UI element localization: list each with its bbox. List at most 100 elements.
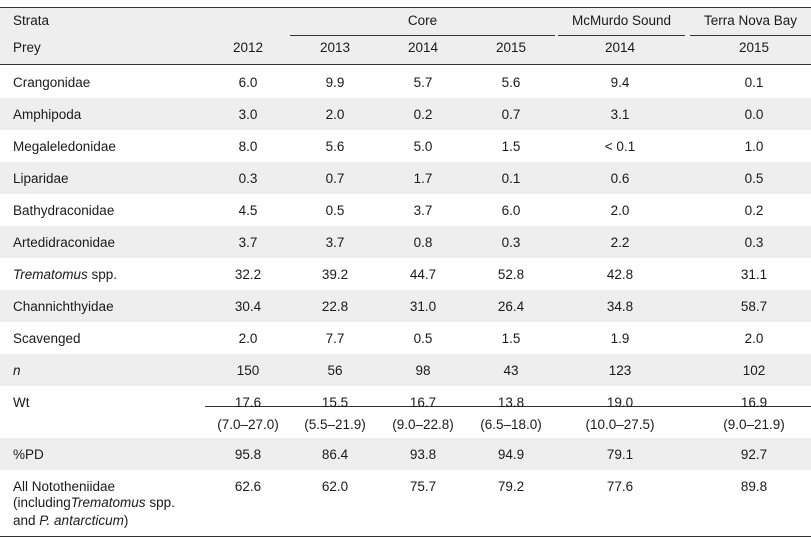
year-header: 2014 [604, 40, 636, 55]
table-cell: 0.1 [744, 75, 764, 90]
table-cell: 79.1 [606, 447, 634, 462]
table-cell: 0.3 [744, 235, 764, 250]
table-cell: < 0.1 [604, 139, 636, 154]
table-cell: 0.5 [744, 171, 764, 186]
table-cell: 39.2 [321, 267, 349, 282]
row-label: Scavenged [13, 331, 81, 346]
table-cell: 2.0 [610, 203, 630, 218]
label-fragment: (including [13, 495, 71, 510]
table-cell: 77.6 [606, 479, 634, 494]
table-cell: 1.0 [744, 139, 764, 154]
table-cell: 8.0 [238, 139, 258, 154]
row-label-continuation: and P. antarcticum) [13, 513, 128, 529]
table-cell: 31.1 [740, 267, 768, 282]
table-cell: 3.0 [238, 107, 258, 122]
table-cell: 58.7 [740, 299, 768, 314]
table-cell: 16.9 [740, 395, 768, 410]
row-label: Amphipoda [13, 107, 82, 122]
row-label: Channichthyidae [13, 299, 114, 314]
table-cell: 6.0 [238, 75, 258, 90]
table-cell: 5.0 [413, 139, 433, 154]
table-cell: 31.0 [409, 299, 437, 314]
group-label-mcmurdo: McMurdo Sound [571, 13, 672, 28]
row-label: Crangonidae [13, 75, 91, 90]
group-label-terranova: Terra Nova Bay [703, 13, 798, 28]
table-cell: 79.2 [497, 479, 525, 494]
table-cell: 0.1 [501, 171, 521, 186]
row-label: Wt [13, 395, 30, 410]
row-label-continuation: (includingTrematomus spp. [13, 495, 175, 511]
table-cell: 62.6 [234, 479, 262, 494]
table-cell: 2.0 [744, 331, 764, 346]
table-cell: 0.2 [413, 107, 433, 122]
group-label-core: Core [407, 13, 438, 28]
year-header: 2012 [232, 40, 264, 55]
year-header: 2015 [495, 40, 527, 55]
table-cell: 2.0 [325, 107, 345, 122]
table-cell: 3.1 [610, 107, 630, 122]
range-cell: (5.5–21.9) [304, 417, 366, 432]
group-rule-core [290, 35, 555, 36]
table-cell: 0.0 [744, 107, 764, 122]
row-shade [0, 226, 811, 258]
prey-label: Prey [13, 40, 41, 55]
table-cell: 5.6 [501, 75, 521, 90]
table-cell: 3.7 [238, 235, 258, 250]
table-cell: 6.0 [501, 203, 521, 218]
range-cell: (10.0–27.5) [585, 417, 655, 432]
table-cell: 0.2 [744, 203, 764, 218]
row-shade [0, 354, 811, 386]
table-cell: 22.8 [321, 299, 349, 314]
group-rule-terranova [690, 35, 811, 36]
bottom-rule [0, 536, 811, 537]
table-cell: 150 [236, 363, 260, 378]
table-cell: 30.4 [234, 299, 262, 314]
table-cell: 19.0 [606, 395, 634, 410]
table-cell: 75.7 [409, 479, 437, 494]
table-cell: 0.5 [325, 203, 345, 218]
header-shade [0, 8, 811, 64]
table-cell: 5.6 [325, 139, 345, 154]
row-label-rest: spp. [87, 267, 118, 282]
table-cell: 52.8 [497, 267, 525, 282]
label-fragment: Trematomus [70, 495, 146, 510]
year-header: 2014 [407, 40, 439, 55]
range-cell: (9.0–21.9) [723, 417, 785, 432]
table-cell: 95.8 [234, 447, 262, 462]
top-rule [0, 7, 811, 8]
year-header: 2015 [738, 40, 770, 55]
row-label: Trematomus spp. [13, 267, 117, 283]
table-cell: 89.8 [740, 479, 768, 494]
table-cell: 26.4 [497, 299, 525, 314]
table-cell: 98 [415, 363, 431, 378]
table-cell: 0.8 [413, 235, 433, 250]
table-cell: 1.9 [610, 331, 630, 346]
table-cell: 3.7 [413, 203, 433, 218]
row-label: n [13, 363, 21, 379]
table-cell: 0.6 [610, 171, 630, 186]
table-cell: 9.4 [610, 75, 630, 90]
range-cell: (6.5–18.0) [480, 417, 542, 432]
table-cell: 62.0 [321, 479, 349, 494]
row-label-italic: n [13, 363, 21, 378]
table-cell: 34.8 [606, 299, 634, 314]
row-label: All Nototheniidae [13, 479, 116, 494]
table-cell: 1.5 [501, 331, 521, 346]
table-cell: 92.7 [740, 447, 768, 462]
table-cell: 94.9 [497, 447, 525, 462]
table-cell: 0.7 [325, 171, 345, 186]
range-cell: (9.0–22.8) [392, 417, 454, 432]
year-header: 2013 [319, 40, 351, 55]
label-fragment: P. antarcticum [39, 513, 124, 528]
table-cell: 15.5 [321, 395, 349, 410]
row-shade [0, 162, 811, 194]
table-cell: 7.7 [325, 331, 345, 346]
table-cell: 44.7 [409, 267, 437, 282]
table-cell: 0.3 [501, 235, 521, 250]
table-cell: 9.9 [325, 75, 345, 90]
table-cell: 86.4 [321, 447, 349, 462]
row-shade [0, 98, 811, 130]
table-cell: 17.6 [234, 395, 262, 410]
row-label: Bathydraconidae [13, 203, 115, 218]
table-cell: 5.7 [413, 75, 433, 90]
